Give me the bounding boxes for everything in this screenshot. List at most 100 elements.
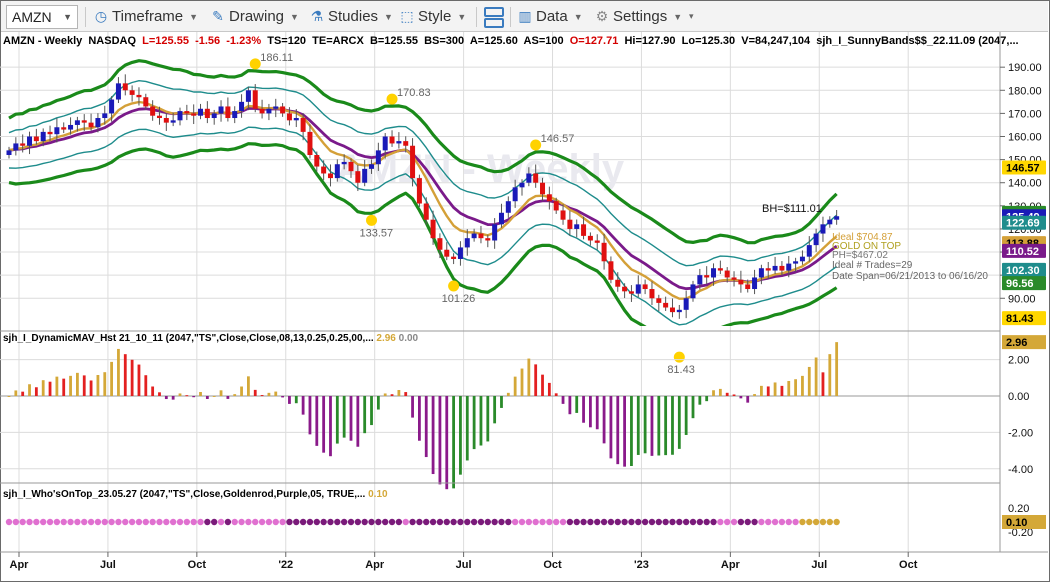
whos-on-top-dot — [833, 518, 840, 526]
extreme-dot — [448, 280, 460, 292]
header-field: AS=100 — [518, 35, 564, 47]
candle-body — [669, 307, 675, 313]
candle — [245, 86, 251, 111]
histogram-bar — [390, 394, 394, 396]
candle-body — [156, 115, 162, 119]
price-header: AMZN - Weekly NASDAQ L=125.55 -1.56 -1.2… — [3, 35, 1019, 47]
histogram-bar — [130, 359, 134, 396]
candle — [457, 241, 463, 266]
whos-on-top-dot — [313, 518, 320, 526]
histogram-bar — [431, 396, 435, 475]
histogram-bar — [411, 396, 414, 418]
candle — [170, 112, 176, 127]
candle-body — [820, 224, 826, 234]
candle — [293, 109, 299, 128]
candle — [280, 102, 286, 117]
whos-on-top-dot — [306, 518, 314, 526]
header-field: V=84,247,104 — [735, 35, 811, 47]
header-field: -1.56 — [189, 35, 220, 47]
whos-on-top-dot — [245, 518, 252, 526]
candle — [327, 164, 333, 187]
candle — [410, 138, 416, 187]
histogram-bar — [725, 392, 729, 396]
wot-badge-label: 0.10 — [1006, 517, 1027, 529]
histogram-bar — [274, 391, 278, 396]
price-pane[interactable]: AMZN - Weekly 186.11170.83133.57146.5710… — [6, 52, 989, 376]
timeframe-label: Timeframe — [112, 8, 184, 25]
time-axis[interactable]: Apr Jul Oct '22 Apr Jul Oct '23 Apr Jul Oct — [10, 552, 918, 571]
candle — [348, 158, 354, 178]
candle-body — [150, 106, 156, 116]
timeframe-menu[interactable]: ◷ Timeframe ▼ — [93, 5, 198, 27]
histogram-bar — [205, 396, 209, 399]
drawing-menu[interactable]: ✎ Drawing ▼ — [210, 5, 299, 27]
candle-body — [786, 263, 792, 271]
histogram-bar — [766, 386, 770, 396]
chevron-down-icon: ▼ — [189, 12, 199, 23]
style-icon: ⬚ — [400, 8, 414, 24]
histogram-bar — [684, 396, 688, 435]
histogram-bar — [664, 396, 668, 456]
histogram-bar — [301, 396, 305, 415]
candle — [136, 87, 142, 106]
time-tick-label: Jul — [100, 559, 116, 571]
histogram-bar — [636, 396, 640, 455]
candle — [581, 216, 587, 240]
histogram-bar — [575, 396, 579, 413]
histogram-bar — [267, 392, 271, 396]
chevron-down-icon: ▼ — [290, 12, 299, 23]
whos-on-top-dot — [491, 518, 498, 526]
candle — [321, 160, 327, 181]
chevron-down-icon: ▼ — [63, 12, 72, 22]
candle — [731, 271, 737, 287]
candle-body — [676, 309, 682, 313]
candle-body — [827, 219, 833, 225]
hist-badge: 2.96 — [1002, 335, 1046, 350]
candle-body — [396, 141, 402, 144]
data-menu[interactable]: ▥ Data ▼ — [517, 5, 582, 27]
whos-on-top-dot — [806, 518, 813, 526]
layout-icon[interactable] — [484, 6, 504, 28]
candle-body — [211, 113, 217, 119]
overflow-icon[interactable]: ▾ — [689, 11, 694, 21]
whos-on-top-dot — [689, 518, 697, 526]
histogram-bar — [465, 396, 469, 461]
candle-body — [615, 279, 621, 287]
whos-on-top-dot — [395, 518, 403, 526]
whos-on-top-dot — [115, 518, 122, 526]
candle-body — [642, 284, 648, 290]
candle-body — [204, 108, 210, 119]
candle — [273, 98, 279, 118]
candle-body — [280, 106, 286, 114]
studies-menu[interactable]: ⚗ Studies ▼ — [309, 5, 393, 27]
candle-body — [656, 298, 662, 303]
price-tick-label: 90.00 — [1008, 293, 1036, 305]
whos-on-top-dot — [648, 518, 656, 526]
candle-body — [758, 268, 764, 278]
settings-menu[interactable]: ⚙ Settings ▼ — [594, 5, 682, 27]
candle-body — [608, 261, 614, 280]
candle — [628, 285, 634, 302]
histogram-bar — [589, 396, 592, 428]
price-axis[interactable]: 90.00100.00110.00120.00130.00140.00150.0… — [1000, 62, 1046, 326]
histogram-bar — [253, 389, 257, 396]
ideal-note: Ideal $704.87 — [832, 232, 893, 243]
candle — [526, 167, 532, 187]
histogram-bar — [568, 396, 572, 415]
candle — [252, 84, 258, 113]
price-badge-label: 110.52 — [1006, 246, 1039, 258]
histogram-pane[interactable]: 2.00 0.00 -2.00 -4.00 2.96 — [0, 335, 1046, 490]
histogram-bar — [630, 396, 633, 466]
histogram-bar — [123, 354, 127, 396]
symbol-selector[interactable]: AMZN ▼ — [6, 5, 78, 29]
candle — [218, 100, 224, 122]
candle-body — [20, 143, 26, 146]
date-span-note: Date Span=06/21/2013 to 06/16/20 — [832, 271, 988, 282]
histogram-bar — [787, 380, 791, 396]
candle — [834, 209, 840, 225]
candle-body — [485, 238, 491, 241]
whos-on-top-pane[interactable]: 0.20 -0.200.10 — [5, 503, 1046, 539]
histogram-bar — [718, 388, 722, 396]
style-menu[interactable]: ⬚ Style ▼ — [399, 5, 466, 27]
candle-body — [779, 265, 785, 271]
